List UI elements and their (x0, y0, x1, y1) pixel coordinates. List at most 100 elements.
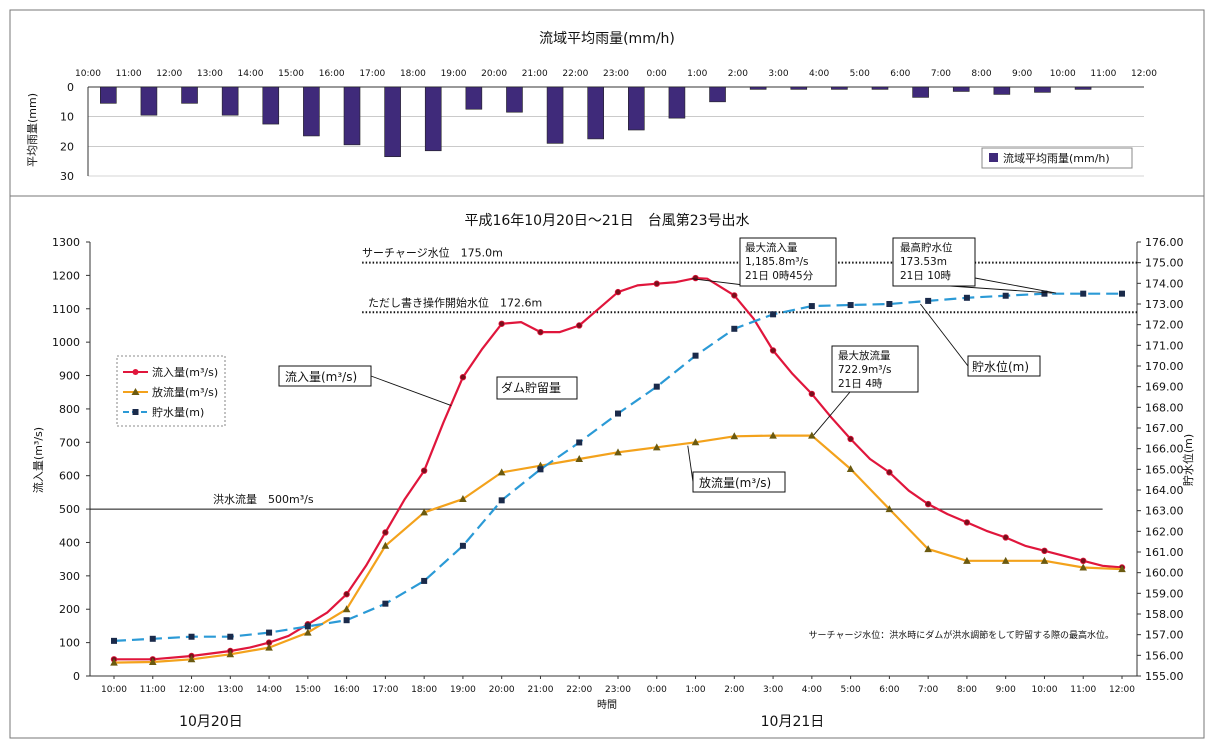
series-marker (1001, 556, 1010, 564)
x-tick-label: 23:00 (605, 685, 631, 695)
rain-xtick-label: 0:00 (647, 69, 667, 79)
series-marker (924, 545, 932, 553)
series-marker (1080, 290, 1087, 297)
right-tick-label: 169.00 (1145, 381, 1184, 394)
x-tick-label: 19:00 (450, 685, 476, 695)
rain-xtick-label: 7:00 (931, 69, 951, 79)
series-marker (498, 320, 505, 327)
reference-label: 洪水流量 500m³/s (213, 492, 314, 506)
hydro-legend: 流入量(m³/s) 放流量(m³/s) 貯水量(m) (116, 355, 226, 427)
annotation-text: 21日 0時45分 (745, 270, 814, 282)
x-tick-label: 20:00 (489, 685, 515, 695)
annotation-text: 21日 10時 (900, 270, 952, 282)
series-marker (265, 643, 273, 651)
series-marker (576, 322, 583, 329)
annotation-leader (813, 391, 851, 436)
series-marker (769, 431, 777, 439)
rain-bar (790, 86, 808, 90)
rain-ytick-label: 30 (60, 170, 74, 183)
rain-bar (424, 86, 442, 152)
annotation-leader (974, 277, 1057, 294)
rain-ytick-label: 0 (67, 81, 74, 94)
rain-bar (140, 86, 158, 116)
annotation-box (967, 355, 1041, 377)
series-marker (847, 435, 854, 443)
hydro-ylabel: 流入量(m³/s) (31, 427, 45, 493)
annotation-text: 最大放流量 (838, 349, 891, 362)
annotation-leader (687, 445, 694, 483)
left-tick-label: 600 (59, 470, 80, 483)
left-tick-label: 0 (73, 670, 80, 683)
series-marker (149, 635, 156, 642)
annotation-text: 放流量(m³/s) (699, 475, 771, 490)
series-marker (1080, 557, 1087, 565)
right-tick-label: 174.00 (1145, 277, 1184, 290)
rain-xtick-label: 2:00 (728, 69, 748, 79)
rain-xtick-label: 16:00 (319, 69, 345, 79)
rain-legend-box (981, 147, 1133, 169)
rain-ylabel: 平均雨量(mm) (26, 93, 39, 167)
legend-label-level: 貯水量(m) (152, 406, 204, 419)
annotation-text: 173.53m (900, 256, 947, 268)
date-label: 10月21日 (761, 714, 825, 730)
series-marker (653, 383, 660, 390)
rain-bar (587, 86, 604, 140)
series-marker (343, 591, 350, 598)
rain-xtick-label: 23:00 (603, 69, 629, 79)
rain-y-ticks: 0 10 20 30 (60, 81, 74, 183)
footnote: サーチャージ水位：洪水時にダムが洪水調節をして貯留する際の最高水位。 (809, 629, 1114, 641)
hydro-y2label: 貯水位(m) (1181, 434, 1195, 486)
series-marker (692, 352, 699, 359)
hydro-title: 平成16年10月20日～21日 台風第23号出水 (464, 212, 749, 229)
right-tick-label: 156.00 (1145, 649, 1184, 662)
annotation-leader (920, 303, 969, 367)
rain-bar (1034, 86, 1051, 93)
annotation-text: 最高貯水位 (900, 241, 953, 254)
series-marker (692, 274, 699, 282)
rain-ytick-label: 20 (60, 140, 74, 153)
x-tick-label: 11:00 (140, 685, 166, 695)
annotations: 最大流入量 1,185.8m³/s 21日 0時45分 最高貯水位 173.53m 21日… (278, 237, 1057, 493)
left-tick-label: 900 (59, 370, 80, 383)
x-tick-label: 5:00 (841, 685, 861, 695)
annotation-box (692, 471, 786, 493)
rain-xtick-label: 6:00 (890, 69, 910, 79)
rain-bar (546, 86, 564, 144)
rain-bar (993, 86, 1011, 95)
series-marker (1079, 563, 1088, 571)
right-tick-label: 173.00 (1145, 298, 1184, 311)
right-tick-label: 165.00 (1145, 463, 1184, 476)
series-marker (188, 633, 195, 640)
right-tick-label: 162.00 (1145, 525, 1184, 538)
x-tick-label: 0:00 (647, 685, 667, 695)
rain-xtick-label: 8:00 (971, 69, 991, 79)
left-tick-label: 500 (59, 503, 80, 516)
series-marker (846, 465, 855, 473)
hydrograph-chart: 平成16年10月20日～21日 台風第23号出水 流入量(m³/s) 貯水位(m… (31, 212, 1195, 730)
hydro-date-labels: 10月20日 10月21日 (179, 714, 824, 730)
annotation-text: 722.9m³/s (838, 364, 892, 376)
rain-xtick-label: 22:00 (562, 69, 588, 79)
series-marker (537, 328, 544, 336)
right-tick-label: 163.00 (1145, 505, 1184, 518)
rain-xtick-label: 15:00 (278, 69, 304, 79)
left-tick-label: 1300 (52, 236, 80, 249)
rain-xtick-label: 13:00 (197, 69, 223, 79)
x-tick-label: 6:00 (879, 685, 899, 695)
series-marker (381, 541, 390, 549)
x-tick-label: 10:00 (1031, 685, 1057, 695)
reference-label: ただし書き操作開始水位 172.6m (368, 295, 542, 309)
series-marker (886, 301, 893, 307)
left-tick-label: 300 (59, 570, 80, 583)
right-tick-label: 167.00 (1145, 422, 1184, 435)
left-tick-label: 700 (59, 436, 80, 449)
x-tick-label: 13:00 (217, 685, 243, 695)
right-tick-label: 176.00 (1145, 236, 1184, 249)
series-marker (576, 439, 583, 446)
legend-marker-level (132, 409, 139, 415)
rain-bar (343, 86, 361, 146)
legend-label-inflow: 流入量(m³/s) (152, 365, 218, 379)
rain-xtick-label: 5:00 (850, 69, 870, 79)
